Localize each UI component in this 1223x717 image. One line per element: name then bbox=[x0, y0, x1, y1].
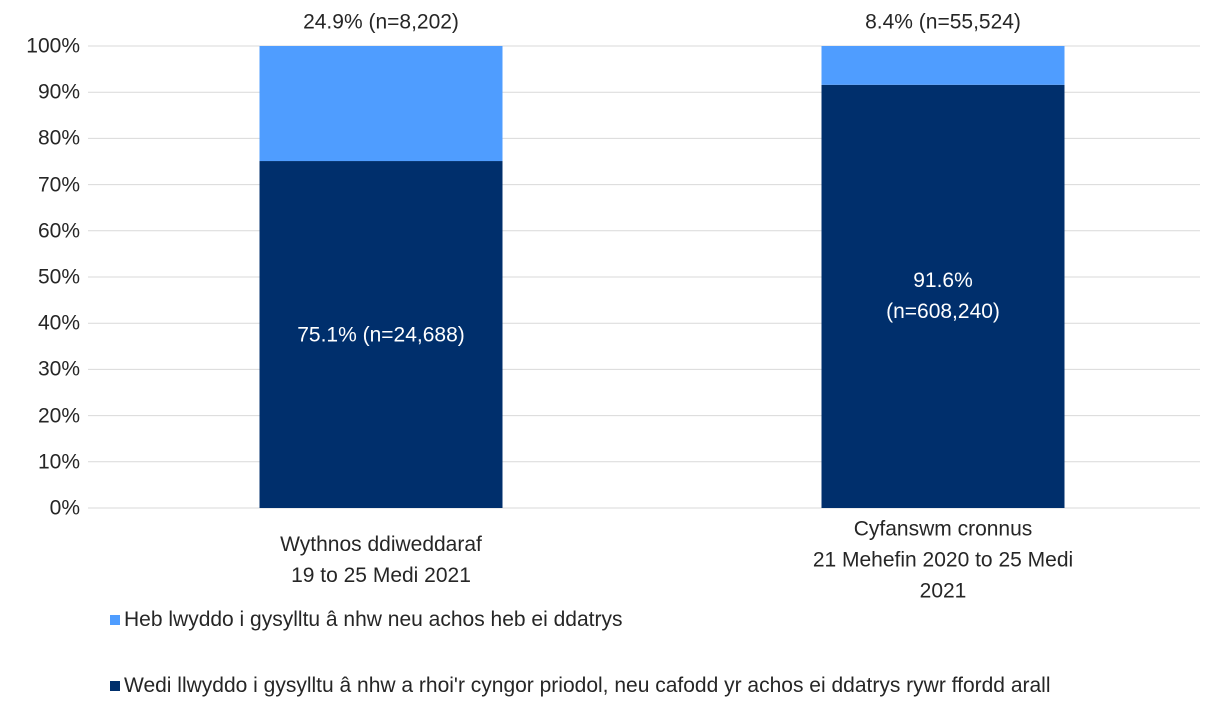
y-tick-label: 80% bbox=[37, 126, 80, 150]
y-tick-label: 0% bbox=[49, 496, 80, 520]
y-tick-label: 10% bbox=[37, 450, 80, 474]
y-tick-label: 50% bbox=[37, 265, 80, 289]
data-label: 24.9% (n=8,202) bbox=[303, 10, 459, 34]
y-tick-label: 60% bbox=[37, 219, 80, 243]
x-tick-label: Cyfanswm cronnus 21 Mehefin 2020 to 25 M… bbox=[812, 517, 1074, 603]
x-tick-label: Wythnos ddiweddaraf 19 to 25 Medi 2021 bbox=[280, 533, 482, 587]
y-tick-label: 20% bbox=[37, 404, 80, 428]
data-label: 91.6% (n=608,240) bbox=[886, 269, 1000, 324]
legend-label: Heb lwyddo i gysylltu â nhw neu achos he… bbox=[124, 608, 623, 631]
legend-label: Wedi llwyddo i gysylltu â nhw a rhoi'r c… bbox=[124, 674, 1051, 697]
y-tick-label: 70% bbox=[37, 173, 80, 197]
data-label: 75.1% (n=24,688) bbox=[297, 323, 465, 347]
legend-entry: Wedi llwyddo i gysylltu â nhw a rhoi'r c… bbox=[110, 671, 1190, 701]
legend-swatch bbox=[110, 681, 120, 691]
bar-segment bbox=[821, 46, 1065, 85]
legend-entry: Heb lwyddo i gysylltu â nhw neu achos he… bbox=[110, 605, 1190, 635]
bar-segment bbox=[821, 84, 1065, 509]
bar-segment bbox=[259, 46, 503, 162]
data-label: 8.4% (n=55,524) bbox=[865, 10, 1021, 34]
y-tick-label: 40% bbox=[37, 311, 80, 335]
y-tick-label: 90% bbox=[37, 80, 80, 104]
y-tick-label: 100% bbox=[26, 34, 80, 58]
y-tick-label: 30% bbox=[37, 357, 80, 381]
bar-segment bbox=[259, 161, 503, 508]
legend-swatch bbox=[110, 615, 120, 625]
